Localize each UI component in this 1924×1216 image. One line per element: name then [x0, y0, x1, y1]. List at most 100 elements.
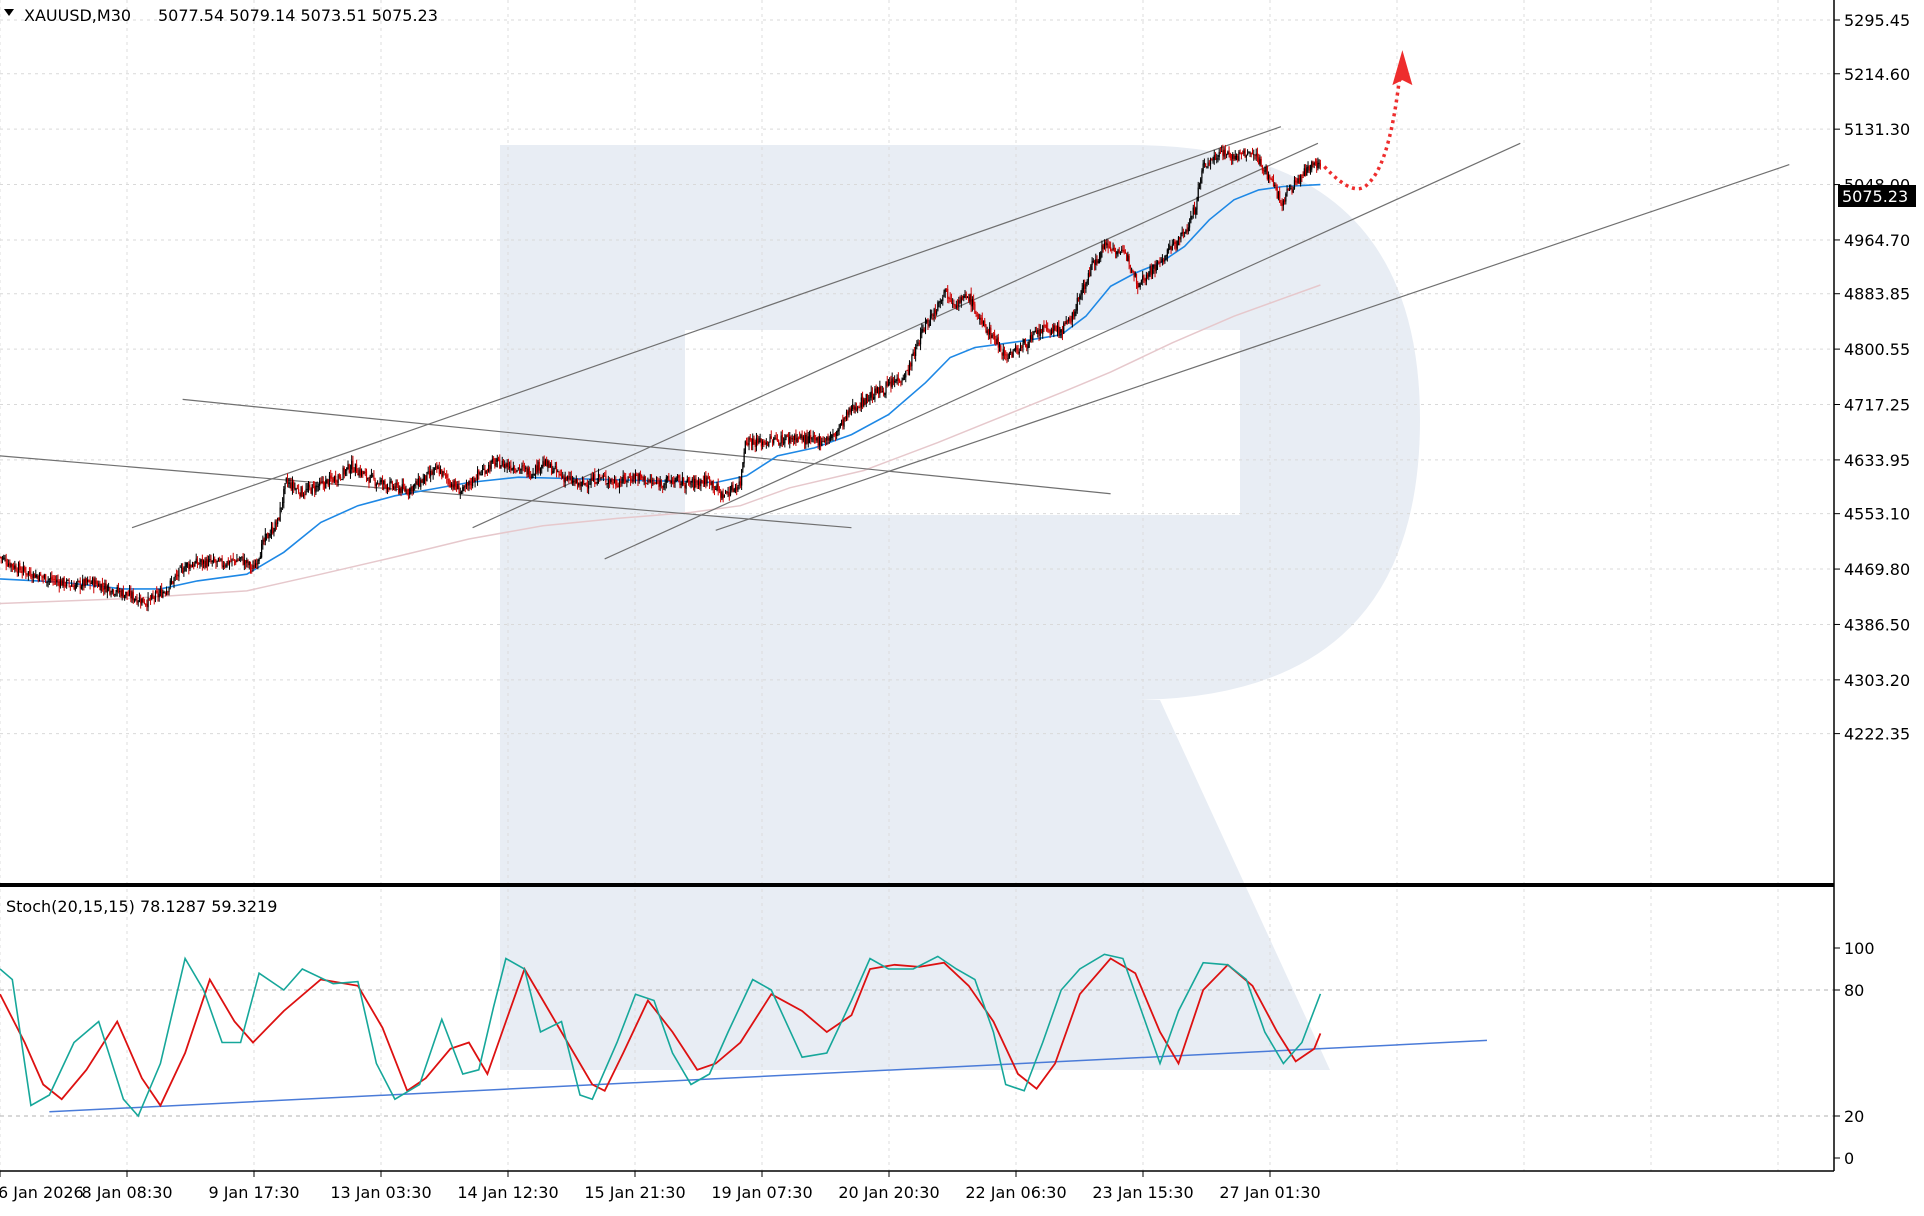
candle-body — [475, 479, 477, 481]
candle-body — [715, 488, 717, 490]
candle-body — [1221, 151, 1223, 153]
candle-body — [821, 441, 823, 447]
candle-body — [217, 558, 220, 562]
candle-body — [653, 482, 655, 484]
candle-body — [43, 575, 46, 578]
candle-body — [103, 587, 105, 590]
candle-body — [647, 481, 649, 483]
candle-body — [426, 472, 428, 482]
candle-body — [441, 469, 443, 477]
candle-body — [254, 563, 257, 568]
candle-body — [838, 427, 840, 431]
candle-body — [146, 603, 148, 607]
candle-body — [916, 344, 918, 347]
candle-body — [860, 397, 862, 408]
candle-body — [1177, 237, 1180, 240]
candle-body — [505, 464, 507, 466]
candle-body — [1291, 187, 1293, 193]
candle-body — [62, 577, 64, 586]
candle-body — [1286, 188, 1288, 193]
candle-body — [707, 477, 709, 479]
candle-body — [1108, 246, 1110, 248]
candle-body — [564, 477, 566, 483]
candle-body — [1040, 329, 1043, 334]
stoch-support-line[interactable] — [49, 1039, 1488, 1113]
candle-body — [984, 320, 986, 327]
candle-body — [1242, 153, 1244, 155]
candle-body — [417, 478, 419, 487]
candle-body — [0, 556, 1, 558]
candle-body — [518, 467, 521, 471]
candle-body — [766, 442, 769, 446]
candle-body — [354, 463, 356, 472]
trendline[interactable] — [472, 142, 1319, 529]
candle-body — [791, 438, 793, 440]
candle-body — [479, 473, 481, 475]
candle-body — [1296, 182, 1298, 184]
candle-body — [314, 486, 316, 492]
candle-body — [704, 476, 706, 485]
candle-body — [1085, 283, 1087, 290]
candle-body — [1119, 252, 1122, 255]
candle-body — [510, 465, 512, 470]
candle-body — [305, 488, 307, 494]
candle-body — [1029, 335, 1031, 340]
candle-body — [1142, 275, 1144, 280]
candle-body — [1121, 249, 1123, 252]
trendline[interactable] — [0, 455, 852, 529]
candle-body — [1060, 329, 1062, 333]
candle-body — [377, 482, 379, 484]
candle-body — [1011, 352, 1013, 357]
candle-body — [321, 481, 323, 483]
trendline[interactable] — [715, 164, 1790, 531]
candle-body — [528, 468, 530, 478]
candle-body — [568, 476, 570, 478]
candle-body — [800, 434, 802, 438]
candle-body — [926, 319, 928, 323]
candle-body — [757, 438, 759, 444]
candle-body — [1048, 329, 1050, 333]
candle-body — [379, 480, 381, 485]
candle-body — [759, 438, 761, 442]
candle-body — [842, 419, 844, 426]
trendline[interactable] — [182, 398, 1111, 495]
candle-body — [690, 483, 692, 485]
candle-body — [981, 317, 983, 325]
candle-body — [344, 469, 347, 475]
candle-body — [1263, 169, 1265, 171]
candle-body — [72, 586, 74, 588]
candle-body — [1234, 155, 1236, 160]
candle-body — [708, 477, 711, 484]
candle-body — [696, 483, 698, 485]
candle-body — [104, 582, 106, 590]
candle-body — [971, 299, 973, 307]
candle-body — [722, 493, 724, 499]
price-axis: 5295.455214.605131.305048.004964.704883.… — [1834, 11, 1910, 744]
candle-body — [455, 485, 458, 489]
price-tick-label: 4883.85 — [1844, 285, 1910, 304]
candle-body — [114, 594, 116, 596]
candle-body — [343, 467, 345, 475]
price-tick-label: 4553.10 — [1844, 505, 1910, 524]
price-tick-label: 4800.55 — [1844, 340, 1910, 359]
panel-separator[interactable] — [0, 883, 1834, 887]
candle-body — [828, 437, 830, 441]
candle-body — [764, 442, 766, 445]
trendline[interactable] — [604, 142, 1521, 560]
candle-body — [493, 458, 495, 460]
candle-body — [794, 435, 796, 441]
candle-body — [511, 468, 513, 471]
candle-body — [263, 538, 265, 542]
candle-body — [1219, 152, 1222, 154]
candle-body — [771, 439, 774, 443]
candle-body — [1031, 334, 1033, 339]
trendline[interactable] — [131, 126, 1282, 529]
candle-body — [206, 559, 208, 567]
candle-body — [107, 586, 110, 588]
candle-body — [189, 564, 191, 569]
symbol-dropdown-icon[interactable] — [4, 9, 14, 16]
candle-body — [491, 458, 493, 463]
candle-body — [390, 481, 392, 483]
candle-body — [1264, 170, 1266, 172]
candle-body — [543, 461, 545, 466]
